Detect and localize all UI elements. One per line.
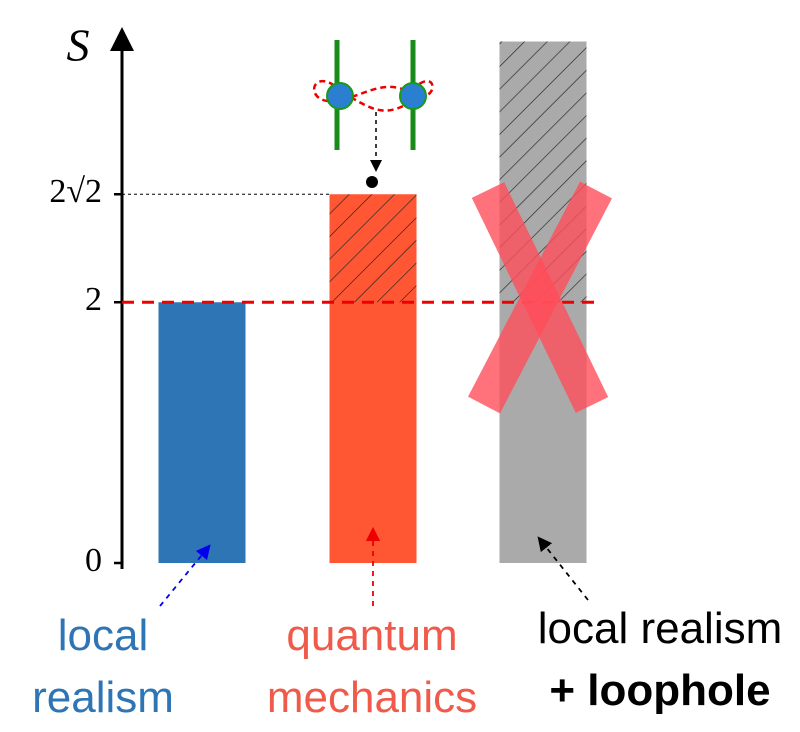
plot: 0 2 2√2 local realism quantum mechanics local r…: [32, 39, 782, 722]
chart: S 0 2 2√2 local realism quantum mechanics local…: [0, 0, 800, 732]
x-tick-label: + loophole: [549, 666, 770, 715]
x-tick-label: quantum: [286, 611, 457, 660]
y-tick-label: 2: [85, 281, 102, 318]
x-tick-label: mechanics: [267, 673, 477, 722]
x-tick-label: local realism: [538, 604, 783, 653]
y-tick-label: 2√2: [49, 173, 102, 210]
x-tick-label: realism: [32, 673, 174, 722]
spin-icon: [314, 40, 432, 188]
y-tick-label: 0: [85, 542, 102, 579]
hatch: [330, 194, 417, 302]
y-axis-label: S: [67, 20, 90, 71]
x-tick-label: local: [58, 611, 149, 660]
bar: [159, 302, 246, 563]
